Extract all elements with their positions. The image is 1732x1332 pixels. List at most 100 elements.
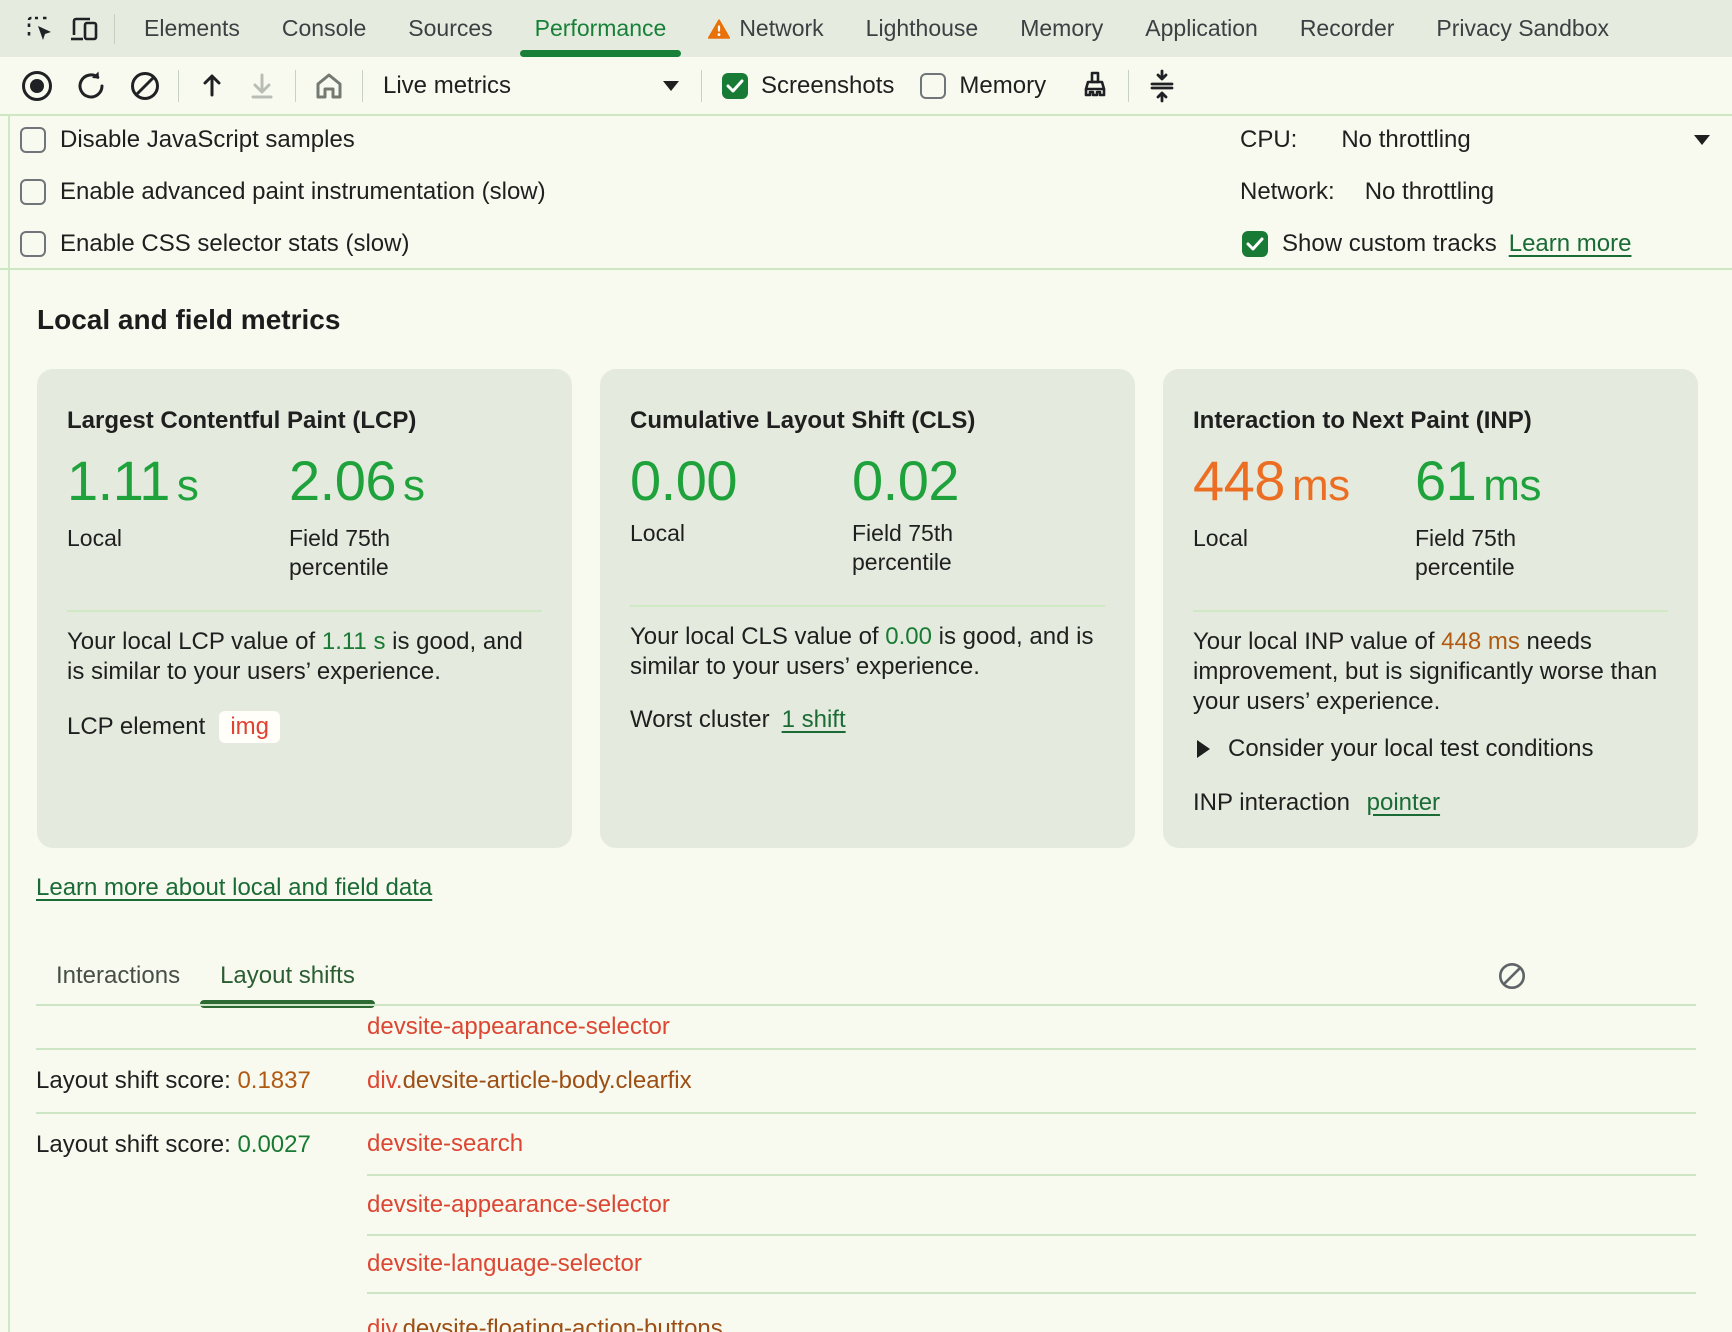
local-label: Local <box>1193 524 1363 553</box>
panel-tab-label: Elements <box>144 15 240 42</box>
home-icon <box>312 69 346 103</box>
section-heading: Local and field metrics <box>37 304 340 336</box>
tab-lighthouse[interactable]: Lighthouse <box>845 0 1000 57</box>
lcp-element-chip[interactable]: img <box>219 711 280 743</box>
gc-button[interactable] <box>1072 63 1118 109</box>
css-selector-stats-label: Enable CSS selector stats (slow) <box>60 230 409 258</box>
local-field-data-link[interactable]: Learn more about local and field data <box>36 874 432 902</box>
device-toolbar-button[interactable] <box>62 9 106 49</box>
record-and-reload-button[interactable] <box>68 63 114 109</box>
network-label: Network: <box>1240 178 1335 206</box>
shift-element-link[interactable]: devsite-language-selector <box>367 1236 1696 1294</box>
toolbar-separator <box>178 70 179 102</box>
tab-interactions[interactable]: Interactions <box>36 950 200 1002</box>
toolbar-separator <box>1128 70 1129 102</box>
cpu-label: CPU: <box>1240 126 1297 154</box>
shift-score-label: Layout shift score: <box>36 1131 237 1158</box>
tab-application[interactable]: Application <box>1124 0 1279 57</box>
panel-tab-label: Application <box>1145 15 1258 42</box>
panel-tab-label: Recorder <box>1300 15 1395 42</box>
load-profile-button[interactable] <box>189 63 235 109</box>
layout-shift-row[interactable]: Layout shift score: 0.0027 devsite-searc… <box>36 1114 1696 1176</box>
consider-conditions-label: Consider your local test conditions <box>1228 735 1594 763</box>
tab-console[interactable]: Console <box>261 0 387 57</box>
setting-row: Enable CSS selector stats (slow) <box>20 226 409 262</box>
check-icon <box>726 79 744 93</box>
clear-log-button[interactable] <box>1492 956 1532 996</box>
shift-score-cell: Layout shift score: 0.1837 <box>36 1067 367 1095</box>
card-title: Cumulative Layout Shift (CLS) <box>630 407 1105 435</box>
inspect-cursor-icon <box>24 13 56 45</box>
tab-layout-shifts[interactable]: Layout shifts <box>200 950 375 1002</box>
layout-shift-row[interactable]: devsite-language-selector <box>36 1236 1696 1294</box>
disable-js-samples-checkbox[interactable] <box>20 127 46 153</box>
layout-shift-row[interactable]: devsite-appearance-selector <box>36 1176 1696 1236</box>
tab-sources[interactable]: Sources <box>387 0 513 57</box>
cls-local-value: 0.00 <box>630 451 852 511</box>
cls-description: Your local CLS value of 0.00 is good, an… <box>630 622 1105 682</box>
collapse-panel-button[interactable] <box>1139 63 1185 109</box>
panel-tab-label: Privacy Sandbox <box>1436 15 1609 42</box>
check-icon <box>1246 237 1264 251</box>
shift-element-link[interactable]: div.devsite-article-body.clearfix <box>367 1050 1696 1112</box>
layout-shift-row[interactable]: devsite-appearance-selector <box>36 1006 1696 1050</box>
inp-description: Your local INP value of 448 ms needs imp… <box>1193 627 1668 717</box>
inp-interaction-link[interactable]: pointer <box>1367 789 1440 816</box>
consider-conditions-expander[interactable]: Consider your local test conditions <box>1193 735 1668 763</box>
learn-more-link[interactable]: Learn more <box>1509 230 1632 258</box>
lcp-card: Largest Contentful Paint (LCP) 1.11s Loc… <box>37 369 572 848</box>
worst-cluster-link[interactable]: 1 shift <box>782 706 846 734</box>
advanced-paint-checkbox[interactable] <box>20 179 46 205</box>
panel-tab-label: Console <box>282 15 366 42</box>
cls-field-value: 0.02 <box>852 451 1022 511</box>
panel-tab-label: Lighthouse <box>866 15 979 42</box>
card-divider <box>1193 610 1668 612</box>
inp-local-value: 448ms <box>1193 451 1415 516</box>
chevron-down-icon <box>663 81 679 91</box>
card-divider <box>630 605 1105 607</box>
layout-shift-row[interactable]: Layout shift score: 0.1837 div.devsite-a… <box>36 1050 1696 1114</box>
setting-row: Disable JavaScript samples <box>20 122 355 158</box>
setting-row: Show custom tracks Learn more <box>1242 226 1631 262</box>
home-button[interactable] <box>306 63 352 109</box>
layout-shift-row[interactable]: div.devsite-floating-action-buttons <box>36 1294 1696 1332</box>
inspect-element-button[interactable] <box>18 9 62 49</box>
lcp-field-value: 2.06s <box>289 451 459 516</box>
tab-memory[interactable]: Memory <box>999 0 1124 57</box>
card-title: Largest Contentful Paint (LCP) <box>67 407 542 435</box>
tab-privacy-sandbox[interactable]: Privacy Sandbox <box>1415 0 1630 57</box>
cpu-value: No throttling <box>1341 126 1470 154</box>
memory-label: Memory <box>959 72 1046 100</box>
css-selector-stats-checkbox[interactable] <box>20 231 46 257</box>
network-throttling-select[interactable]: Network: No throttling <box>1240 174 1732 210</box>
memory-checkbox[interactable] <box>920 73 946 99</box>
worst-cluster-label: Worst cluster <box>630 706 770 734</box>
setting-row: Enable advanced paint instrumentation (s… <box>20 174 546 210</box>
download-icon <box>246 70 278 102</box>
save-profile-button[interactable] <box>239 63 285 109</box>
shift-element-link[interactable]: devsite-appearance-selector <box>367 1006 1696 1048</box>
record-button[interactable] <box>14 63 60 109</box>
tab-network[interactable]: Network <box>687 0 844 57</box>
clear-button[interactable] <box>122 63 168 109</box>
panel-mode-select[interactable]: Live metrics <box>383 72 679 100</box>
log-tabs: Interactions Layout shifts <box>36 950 375 1002</box>
inp-interaction-label: INP interaction <box>1193 789 1350 816</box>
advanced-paint-label: Enable advanced paint instrumentation (s… <box>60 178 546 206</box>
shift-element-link[interactable]: div.devsite-floating-action-buttons <box>367 1294 1696 1332</box>
shift-element-link[interactable]: devsite-appearance-selector <box>367 1176 1696 1236</box>
lcp-local-value: 1.11s <box>67 451 289 516</box>
cpu-throttling-select[interactable]: CPU: No throttling <box>1240 122 1710 158</box>
shift-element-link[interactable]: devsite-search <box>367 1114 1696 1176</box>
show-custom-tracks-checkbox[interactable] <box>1242 231 1268 257</box>
tab-performance[interactable]: Performance <box>514 0 688 57</box>
toolbar-separator <box>362 70 363 102</box>
devtools-tabbar: Elements Console Sources <box>0 0 1732 58</box>
inp-field-value: 61ms <box>1415 451 1585 516</box>
screenshots-checkbox[interactable] <box>722 73 748 99</box>
chevron-down-icon <box>1694 135 1710 145</box>
tab-elements[interactable]: Elements <box>123 0 261 57</box>
screenshots-label: Screenshots <box>761 72 894 100</box>
tab-recorder[interactable]: Recorder <box>1279 0 1416 57</box>
panel-tab-label: Network <box>739 15 823 42</box>
